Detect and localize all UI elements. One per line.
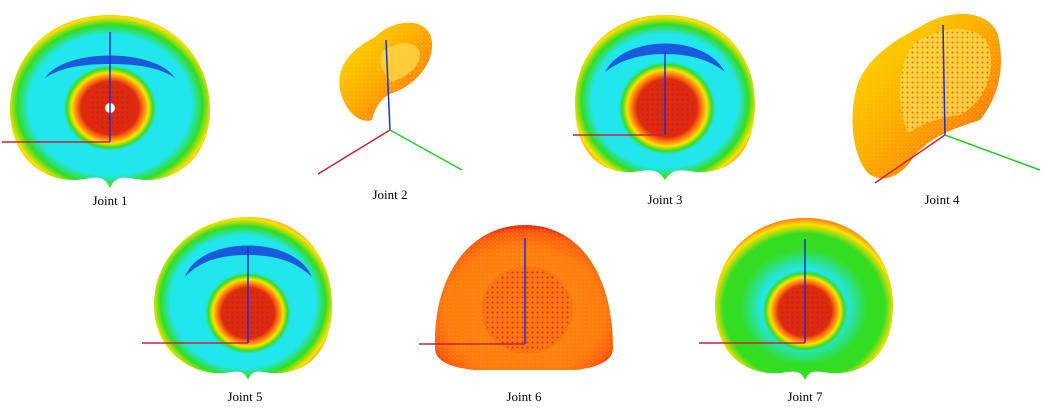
joint-5-blue-band: [185, 245, 312, 277]
joint-1-workspace-plot: [2, 15, 210, 188]
panel-joint-5: [140, 215, 350, 390]
joint-4-axis-y: [944, 134, 1041, 171]
joint-2-axis-x: [317, 129, 391, 175]
joint-4-label: Joint 4: [924, 192, 960, 207]
joint-6-label: Joint 6: [506, 389, 542, 404]
joint-7-label: Joint 7: [787, 389, 823, 404]
panel-joint-4: [840, 5, 1045, 190]
joint-1-blue-band: [45, 55, 175, 78]
panel-joint-7: [695, 215, 920, 390]
joint-3-workspace-plot: [573, 15, 755, 180]
joint-4-inner-points: [899, 29, 991, 133]
joint-2-workspace-plot: [317, 22, 463, 175]
joint-5-label: Joint 5: [227, 389, 263, 404]
joint-5-workspace-plot: [142, 217, 332, 380]
joint-2-axis-z: [385, 39, 391, 131]
joint-6-core-points: [483, 268, 571, 352]
joint-2-axis-y: [389, 129, 463, 171]
joint-4-axis-z: [942, 24, 946, 136]
joint-3-label: Joint 3: [647, 192, 683, 207]
joint-2-inner-cavity: [380, 43, 420, 82]
joint-2-label: Joint 2: [372, 187, 408, 202]
joint-4-workspace-plot: [852, 13, 1041, 184]
joint-6-workspace-plot: [419, 225, 613, 370]
panel-joint-1: [0, 10, 225, 195]
panel-joint-2: [300, 12, 480, 187]
joint-4-axis-x: [874, 134, 946, 184]
joint-3-core-points: [641, 82, 693, 134]
panel-joint-6: [415, 220, 630, 385]
joint-3-blue-band: [605, 43, 725, 72]
joint-7-workspace-plot: [699, 218, 893, 380]
joint-1-label: Joint 1: [92, 193, 128, 208]
panel-joint-3: [565, 12, 790, 192]
